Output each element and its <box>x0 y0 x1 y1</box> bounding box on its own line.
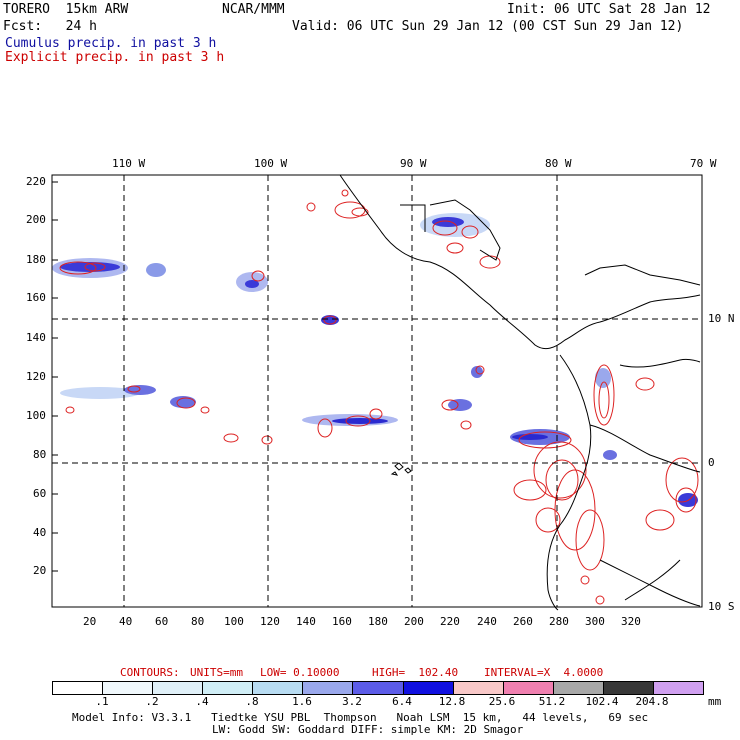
color-swatch <box>553 682 604 694</box>
axis-ticks <box>52 181 58 572</box>
forecast-hour: Fcst: 24 h <box>3 19 97 34</box>
model-info-line2: LW: Godd SW: Goddard DIFF: simple KM: 2D… <box>212 723 524 736</box>
color-legend <box>52 681 704 695</box>
y-tick: 120 <box>26 370 46 383</box>
lat-label-10n: 10 N <box>708 312 735 325</box>
x-tick: 300 <box>585 615 605 628</box>
y-tick: 20 <box>33 564 47 577</box>
color-swatch <box>503 682 554 694</box>
x-tick: 260 <box>513 615 533 628</box>
color-swatch <box>403 682 454 694</box>
y-tick: 80 <box>33 448 47 461</box>
coastlines <box>339 174 701 611</box>
x-tick: 80 <box>191 615 205 628</box>
color-level-label: 102.4 <box>585 695 619 708</box>
y-tick: 140 <box>26 331 46 344</box>
map-frame <box>51 174 703 608</box>
contours-label: CONTOURS: <box>120 666 180 679</box>
color-level-label: 3.2 <box>342 695 362 708</box>
valid-time: Valid: 06 UTC Sun 29 Jan 12 (00 CST Sun … <box>292 19 684 34</box>
color-level-label: 51.2 <box>538 695 566 708</box>
x-tick: 320 <box>621 615 641 628</box>
init-time: Init: 06 UTC Sat 28 Jan 12 <box>507 2 711 17</box>
contours-high: HIGH= 102.40 <box>372 666 459 679</box>
color-level-label: .4 <box>195 695 209 708</box>
color-level-label: 204.8 <box>635 695 669 708</box>
x-tick: 240 <box>477 615 497 628</box>
color-swatch <box>453 682 504 694</box>
contours-interval: INTERVAL=X 4.0000 <box>484 666 604 679</box>
lon-label-80w: 80 W <box>545 157 572 170</box>
lat-label-10s: 10 S <box>708 600 735 613</box>
color-swatch <box>603 682 654 694</box>
lon-label-110w: 110 W <box>112 157 146 170</box>
color-swatch <box>353 682 404 694</box>
model-name: TORERO 15km ARW <box>3 2 129 17</box>
lon-label-90w: 90 W <box>400 157 427 170</box>
color-level-label: .1 <box>95 695 109 708</box>
color-swatch <box>53 682 104 694</box>
x-tick: 280 <box>549 615 569 628</box>
color-swatch <box>303 682 354 694</box>
y-tick: 100 <box>26 409 46 422</box>
x-tick: 20 <box>83 615 97 628</box>
color-legend-unit: mm <box>708 695 722 708</box>
color-swatch <box>653 682 704 694</box>
color-swatch <box>253 682 304 694</box>
color-level-label: .8 <box>245 695 259 708</box>
contours-low: LOW= 0.10000 <box>260 666 340 679</box>
color-level-label: .2 <box>145 695 159 708</box>
lon-label-100w: 100 W <box>254 157 288 170</box>
color-swatch <box>203 682 254 694</box>
x-tick: 220 <box>440 615 460 628</box>
lat-label-0: 0 <box>708 456 715 469</box>
x-tick: 40 <box>119 615 133 628</box>
x-tick: 100 <box>224 615 244 628</box>
model-info-line1: Model Info: V3.3.1 Tiedtke YSU PBL Thomp… <box>72 711 649 724</box>
y-tick: 40 <box>33 526 47 539</box>
explicit-precip-contours <box>59 189 699 605</box>
y-tick: 60 <box>33 487 47 500</box>
color-swatch <box>153 682 204 694</box>
color-swatch <box>103 682 154 694</box>
cumulus-precip-label: Cumulus precip. in past 3 h <box>5 36 217 51</box>
x-tick: 120 <box>260 615 280 628</box>
y-tick: 200 <box>26 213 46 226</box>
x-tick: 180 <box>368 615 388 628</box>
x-tick: 60 <box>155 615 169 628</box>
x-tick: 200 <box>404 615 424 628</box>
contours-units: UNITS=mm <box>190 666 243 679</box>
color-level-label: 1.6 <box>292 695 312 708</box>
organization: NCAR/MMM <box>222 2 285 17</box>
graticule <box>52 175 702 607</box>
color-level-label: 6.4 <box>392 695 412 708</box>
color-level-label: 12.8 <box>438 695 466 708</box>
color-level-label: 25.6 <box>488 695 516 708</box>
x-tick: 160 <box>332 615 352 628</box>
explicit-precip-label: Explicit precip. in past 3 h <box>5 50 225 65</box>
y-tick: 180 <box>26 253 46 266</box>
x-tick: 140 <box>296 615 316 628</box>
y-tick: 160 <box>26 291 46 304</box>
lon-label-70w: 70 W <box>690 157 717 170</box>
y-tick: 220 <box>26 175 46 188</box>
